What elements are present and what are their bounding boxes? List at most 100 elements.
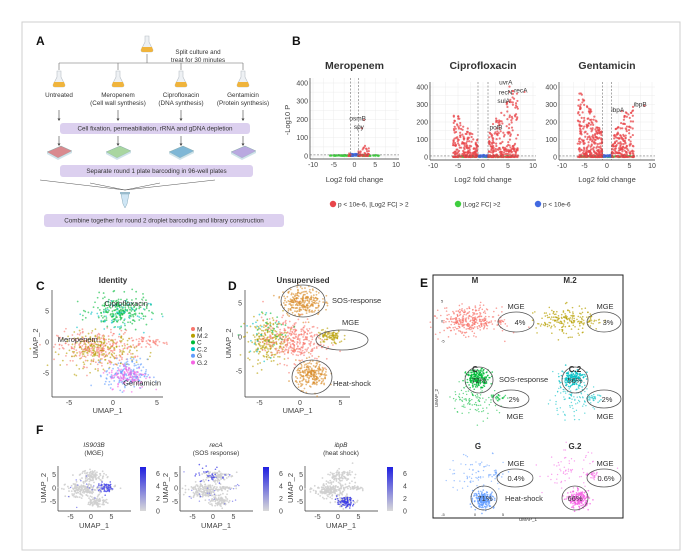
cell-point bbox=[562, 310, 565, 312]
data-point bbox=[462, 138, 466, 141]
cell-point bbox=[120, 379, 123, 382]
cell-point bbox=[471, 309, 474, 311]
cell-point bbox=[317, 355, 320, 358]
data-point bbox=[457, 115, 460, 118]
cell-point bbox=[61, 338, 64, 341]
cell-point bbox=[101, 343, 104, 346]
cell-point bbox=[145, 305, 148, 308]
cell-point bbox=[124, 386, 126, 389]
cell-point bbox=[120, 368, 123, 371]
cell-point bbox=[436, 309, 439, 312]
cell-point bbox=[127, 306, 130, 309]
cell-point bbox=[305, 312, 308, 314]
cell-point bbox=[112, 349, 115, 351]
cell-point bbox=[138, 312, 141, 315]
data-point bbox=[578, 113, 581, 117]
data-point bbox=[582, 127, 585, 130]
data-point bbox=[488, 131, 491, 134]
cell-point bbox=[253, 343, 256, 345]
cell-point bbox=[71, 334, 74, 336]
cell-point bbox=[535, 327, 537, 329]
data-point bbox=[514, 150, 518, 154]
data-point bbox=[357, 154, 361, 158]
cell-point bbox=[467, 335, 470, 338]
cell-point bbox=[96, 348, 98, 351]
cell-point bbox=[138, 306, 141, 308]
cell-point bbox=[139, 357, 142, 360]
cell-point bbox=[317, 309, 320, 312]
cell-point bbox=[133, 385, 136, 388]
cell-point bbox=[135, 338, 138, 341]
cell-point bbox=[270, 360, 273, 363]
cell-point bbox=[126, 353, 129, 356]
cell-point bbox=[465, 313, 467, 316]
cell-point bbox=[132, 357, 135, 360]
tube-body bbox=[120, 193, 130, 209]
cell-point bbox=[106, 362, 109, 365]
cell-point bbox=[436, 317, 438, 319]
data-point bbox=[622, 118, 625, 121]
cell-point bbox=[308, 356, 311, 359]
cell-point bbox=[590, 322, 593, 324]
cell-point bbox=[110, 331, 112, 334]
cell-point bbox=[133, 364, 136, 367]
cell-point bbox=[332, 344, 334, 346]
cell-point bbox=[92, 358, 95, 361]
cell-point bbox=[449, 396, 451, 398]
data-point bbox=[596, 145, 599, 148]
cell-point bbox=[102, 337, 105, 339]
cell-point bbox=[317, 336, 320, 339]
cell-point bbox=[75, 339, 77, 342]
cell-point bbox=[258, 313, 261, 316]
cell-point bbox=[287, 291, 290, 294]
data-point bbox=[482, 153, 486, 157]
cell-point bbox=[117, 319, 120, 322]
cell-point bbox=[93, 340, 96, 343]
cell-point bbox=[257, 359, 260, 361]
cell-point bbox=[249, 350, 252, 353]
cell-point bbox=[145, 323, 148, 326]
cell-point bbox=[296, 341, 299, 343]
data-point bbox=[598, 128, 601, 131]
cell-point bbox=[317, 372, 320, 375]
condition-target: (DNA synthesis) bbox=[158, 100, 203, 107]
cell-point bbox=[282, 332, 285, 335]
data-point bbox=[624, 134, 627, 137]
cell-point bbox=[124, 363, 127, 366]
cell-point bbox=[287, 351, 289, 354]
cell-point bbox=[89, 371, 91, 374]
cell-point bbox=[302, 343, 305, 345]
cell-point bbox=[291, 339, 294, 342]
heat-shock-ellipse bbox=[291, 359, 333, 395]
cell-point bbox=[106, 373, 109, 376]
cell-point bbox=[280, 350, 283, 353]
cell-point bbox=[310, 295, 313, 298]
cell-point bbox=[284, 338, 286, 340]
cell-point bbox=[283, 299, 286, 302]
data-point bbox=[631, 105, 635, 108]
cell-point bbox=[240, 325, 243, 328]
cell-point bbox=[110, 369, 113, 372]
cell-point bbox=[454, 407, 456, 410]
x-tick-label: -10 bbox=[428, 163, 438, 170]
cell-point bbox=[123, 350, 125, 353]
cell-point bbox=[141, 298, 143, 301]
x-axis-label: UMAP_1 bbox=[92, 406, 122, 415]
data-point bbox=[596, 142, 599, 146]
cell-point bbox=[285, 345, 288, 348]
cell-point bbox=[501, 319, 503, 322]
cell-point bbox=[483, 326, 486, 329]
data-point bbox=[361, 153, 364, 156]
cell-point bbox=[446, 314, 449, 316]
cell-point bbox=[123, 290, 126, 293]
cell-point bbox=[458, 393, 461, 395]
data-point bbox=[515, 155, 518, 158]
cell-point bbox=[553, 320, 556, 322]
cell-point bbox=[142, 308, 145, 310]
cell-point bbox=[290, 339, 292, 342]
plot-title: Unsupervised bbox=[277, 276, 330, 285]
cell-point bbox=[296, 377, 299, 380]
data-point bbox=[487, 150, 491, 153]
cell-point bbox=[127, 369, 130, 372]
y-tick-label: 0 bbox=[424, 154, 428, 161]
